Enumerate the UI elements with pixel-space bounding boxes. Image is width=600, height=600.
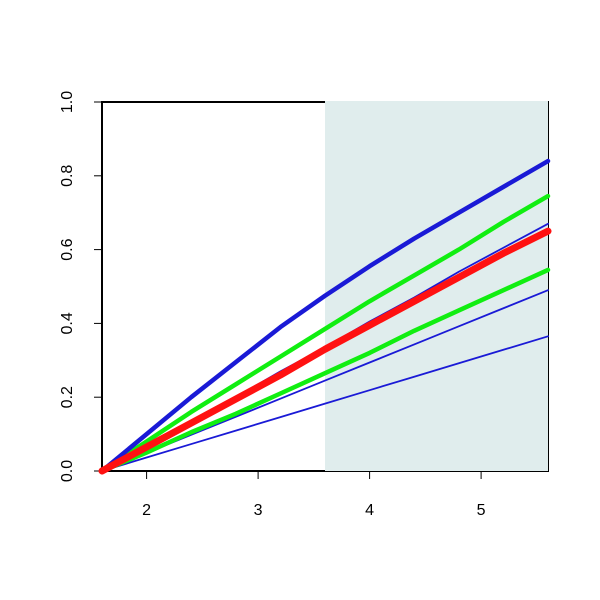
- series-line: [101, 335, 549, 472]
- series-line: [99, 193, 551, 474]
- y-tick-label: 0.6: [59, 238, 76, 260]
- y-tick-label: 0.2: [59, 386, 76, 408]
- x-tick-label: 2: [142, 502, 151, 519]
- x-tick-label: 4: [365, 502, 374, 519]
- y-tick-label: 0.4: [59, 312, 76, 334]
- series-line: [98, 227, 552, 475]
- x-tick-label: 3: [254, 502, 263, 519]
- y-tick-label: 1.0: [59, 91, 76, 113]
- series-line: [99, 158, 551, 474]
- y-tick-label: 0.0: [59, 460, 76, 482]
- y-tick-label: 0.8: [59, 165, 76, 187]
- x-tick-label: 5: [477, 502, 486, 519]
- series-line: [99, 267, 551, 474]
